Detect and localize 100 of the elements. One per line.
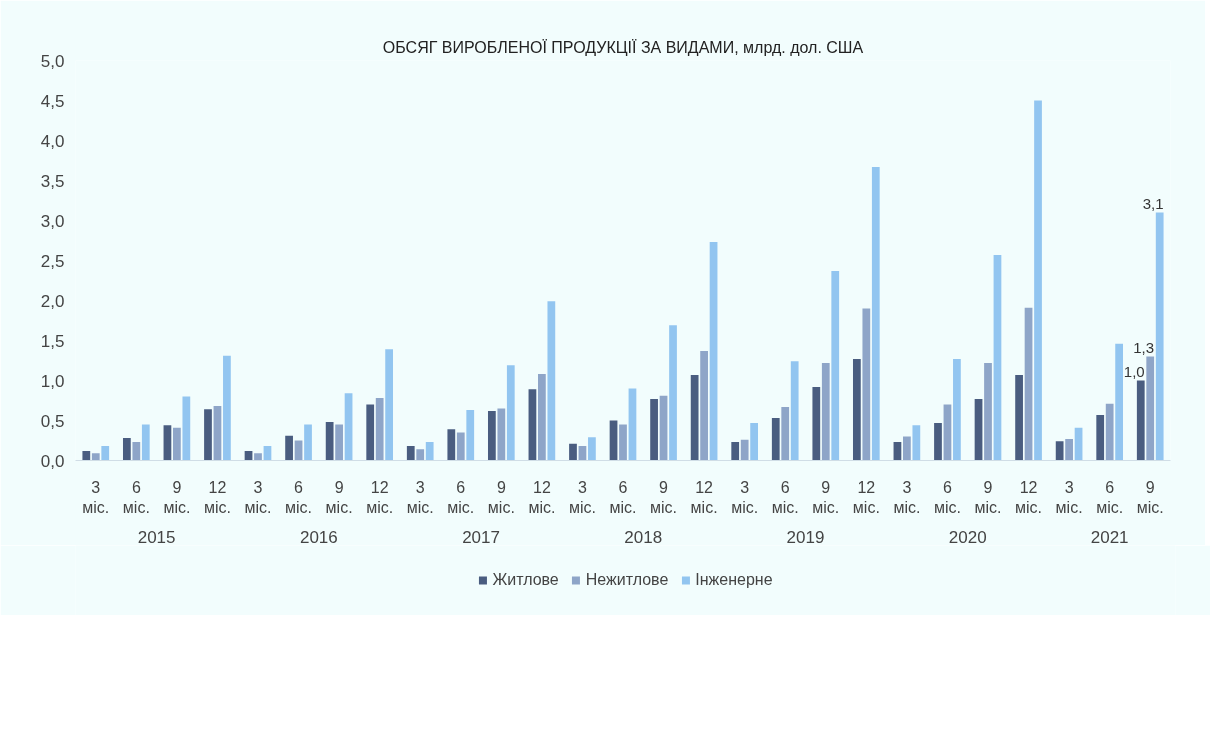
- x-tick-label: 6 міс.: [122, 478, 150, 516]
- bar: [934, 422, 942, 461]
- bar: [223, 355, 231, 461]
- bar: [790, 361, 799, 461]
- x-tick-label: 6 міс.: [771, 478, 799, 516]
- bar: [506, 365, 515, 461]
- y-tick-label: 2,0: [40, 291, 65, 311]
- bar: [852, 358, 861, 461]
- bar: [213, 406, 222, 461]
- bar: [771, 418, 780, 461]
- bar: [1096, 414, 1105, 461]
- bar: [204, 409, 212, 461]
- x-tick-label: 12 міс.: [1015, 478, 1043, 516]
- bar: [690, 374, 699, 461]
- x-tick-label: 9 міс.: [812, 478, 840, 516]
- bar: [1146, 356, 1155, 461]
- x-tick-label: 12 міс.: [852, 478, 880, 516]
- bar: [254, 453, 262, 461]
- data-label: 1,0: [1123, 362, 1145, 380]
- bar: [547, 301, 556, 461]
- x-tick-label: 6 міс.: [447, 478, 475, 516]
- y-tick-label: 5,0: [40, 51, 65, 71]
- bar: [416, 449, 425, 461]
- bar: [132, 442, 141, 461]
- bar: [182, 396, 191, 461]
- x-tick-label: 3 міс.: [1055, 478, 1083, 516]
- bar: [821, 362, 830, 461]
- bar: [173, 427, 181, 461]
- bar: [466, 410, 475, 461]
- bar: [862, 308, 871, 461]
- bar: [993, 254, 1002, 461]
- x-tick-label: 3 міс.: [731, 478, 759, 516]
- bar: [812, 386, 821, 461]
- bar: [1024, 307, 1033, 461]
- text: 2019: [786, 527, 825, 547]
- x-tick-label: 9 міс.: [1136, 478, 1164, 516]
- bar: [82, 450, 91, 461]
- bar: [406, 446, 415, 461]
- text: 2018: [624, 527, 663, 547]
- bar: [1105, 403, 1114, 461]
- text: 2015: [137, 527, 176, 547]
- bar: [1055, 441, 1064, 461]
- text: 2016: [299, 527, 338, 547]
- bar: [1136, 380, 1145, 461]
- bar: [487, 410, 496, 461]
- text: 2017: [462, 527, 500, 547]
- text: 2021: [1090, 527, 1129, 547]
- x-tick-label: 3 міс.: [82, 478, 110, 516]
- bar: [831, 270, 840, 461]
- bar: [569, 443, 577, 461]
- bar: [538, 374, 546, 461]
- bar: [912, 425, 921, 461]
- y-tick-label: 2,5: [40, 251, 65, 271]
- bar: [325, 422, 334, 461]
- x-tick-label: 3 міс.: [244, 478, 272, 516]
- bar: [750, 422, 759, 461]
- bar: [1015, 374, 1023, 461]
- bar: [709, 242, 718, 461]
- bar: [163, 425, 172, 461]
- bar: [447, 429, 456, 461]
- x-tick-label: 9 міс.: [974, 478, 1002, 516]
- bar: [1115, 343, 1124, 461]
- bar: [731, 442, 740, 461]
- bar: [122, 438, 131, 461]
- bar: [588, 437, 596, 461]
- legend-label: Житлове: [492, 571, 559, 589]
- x-tick-label: 12 міс.: [690, 478, 718, 516]
- bar: [344, 393, 353, 461]
- bar: [91, 453, 100, 461]
- y-tick-label: 3,0: [40, 211, 65, 231]
- bar: [953, 358, 961, 461]
- x-tick-label: 12 міс.: [528, 478, 556, 516]
- bar: [669, 325, 677, 461]
- x-tick-label: 9 міс.: [163, 478, 191, 516]
- bar: [304, 424, 312, 461]
- bar: [700, 350, 708, 461]
- bar: [456, 432, 465, 461]
- x-tick-label: 12 міс.: [203, 478, 231, 516]
- y-tick-label: 3,5: [40, 171, 65, 191]
- data-label: 1,3: [1133, 338, 1155, 356]
- bar: [903, 436, 911, 461]
- bar: [528, 389, 537, 461]
- y-tick-label: 1,0: [40, 371, 65, 391]
- x-tick-label: 3 міс.: [568, 478, 596, 516]
- x-tick-label: 6 міс.: [285, 478, 313, 516]
- bar: [871, 166, 880, 461]
- y-tick-label: 4,5: [40, 91, 65, 111]
- bar: [984, 362, 992, 461]
- chart-title: ОБСЯГ ВИРОБЛЕНОЇ ПРОДУКЦІЇ ЗА ВИДАМИ, млрд. дол. США: [382, 38, 864, 56]
- bar: [141, 424, 150, 461]
- bar: [335, 424, 343, 461]
- bar: [1155, 212, 1164, 461]
- bar: [366, 404, 375, 461]
- x-tick-label: 9 міс.: [650, 478, 678, 516]
- bar: [740, 439, 749, 461]
- legend-label: Інженерне: [695, 571, 773, 589]
- x-tick-label: 6 міс.: [609, 478, 637, 516]
- x-tick-label: 3 міс.: [406, 478, 434, 516]
- bar: [425, 442, 434, 461]
- x-tick-label: 12 міс.: [366, 478, 394, 516]
